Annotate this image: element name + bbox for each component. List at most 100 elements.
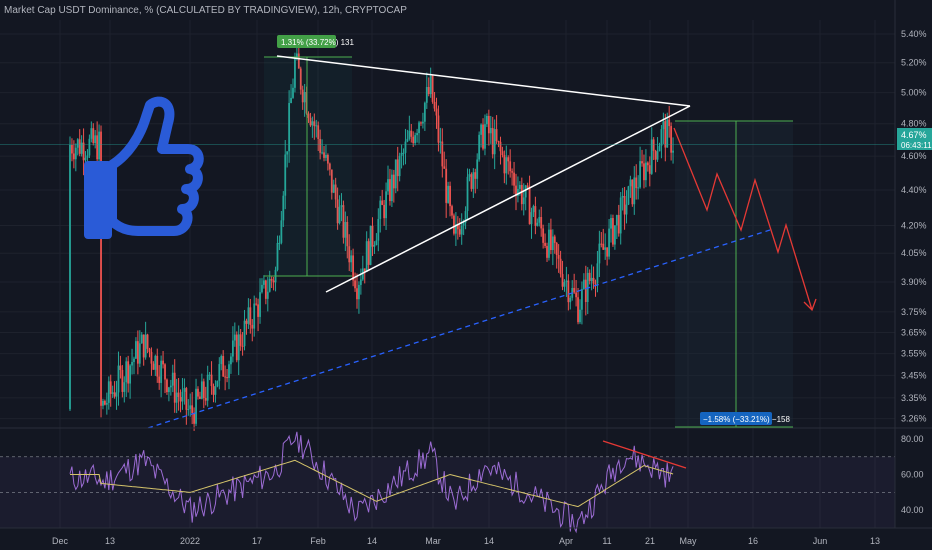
candle-body: [251, 324, 254, 329]
candle-body: [509, 161, 512, 172]
candle-body: [528, 187, 531, 225]
candle-body: [666, 119, 669, 148]
candle-body: [487, 115, 490, 134]
candle-body: [371, 225, 374, 247]
x-tick-label: Apr: [559, 536, 573, 546]
candle-body: [402, 152, 405, 154]
candle-body: [257, 304, 259, 317]
candle-body: [365, 241, 368, 272]
candle-body: [482, 124, 484, 149]
candle-body: [625, 204, 628, 215]
candle-body: [226, 377, 228, 379]
candle-body: [385, 191, 387, 219]
candle-body: [441, 141, 444, 167]
candle-body: [319, 138, 322, 153]
candle-body: [261, 284, 263, 293]
candle-body: [468, 174, 471, 177]
candle-body: [422, 121, 424, 124]
candle-body: [631, 179, 634, 205]
candle-body: [359, 279, 362, 285]
candle-body: [336, 199, 339, 224]
candle-body: [373, 245, 376, 247]
candle-body: [307, 113, 310, 118]
candle-body: [577, 297, 579, 323]
candle-body: [598, 243, 601, 264]
candle-body: [648, 165, 651, 174]
candle-body: [241, 345, 244, 347]
candle-body: [187, 408, 190, 410]
candle-body: [247, 307, 250, 324]
candle-body: [660, 129, 663, 146]
candle-body: [530, 212, 533, 225]
candle-body: [352, 255, 355, 281]
candle-body: [136, 341, 139, 364]
candle-body: [604, 247, 607, 250]
candle-body: [621, 195, 624, 198]
x-tick-label: 11: [602, 536, 611, 546]
support-dashed-line: [147, 229, 771, 429]
rsi-tick-label: 60.00: [901, 470, 924, 480]
candle-body: [259, 292, 261, 317]
candle-body: [369, 225, 372, 265]
measure-box: [264, 57, 352, 276]
candle-body: [596, 263, 599, 284]
candle-body: [350, 255, 353, 263]
candle-body: [332, 184, 335, 193]
candle-body: [119, 365, 122, 371]
candle-body: [610, 218, 612, 229]
candle-body: [389, 179, 391, 202]
y-tick-label: 4.05%: [901, 248, 927, 258]
candle-body: [321, 152, 323, 154]
current-price-tag: 4.67% 06:43:11: [897, 128, 932, 150]
candle-body: [195, 388, 197, 424]
x-tick-label: 13: [870, 536, 880, 546]
candle-body: [323, 152, 325, 158]
candle-body: [233, 334, 236, 341]
candle-body: [288, 103, 291, 152]
candle-body: [518, 185, 521, 189]
candle-body: [484, 124, 486, 149]
candle-body: [513, 172, 515, 186]
candle-body: [561, 274, 564, 287]
candle-body: [239, 334, 242, 346]
candle-body: [555, 242, 558, 256]
candle-body: [113, 392, 116, 397]
candle-body: [138, 343, 141, 364]
y-tick-label: 5.20%: [901, 58, 927, 68]
candle-body: [363, 268, 366, 272]
candle-body: [358, 284, 360, 300]
candle-body: [156, 355, 159, 377]
candle-body: [295, 53, 298, 59]
candle-body: [658, 145, 661, 152]
candle-body: [542, 228, 545, 243]
candle-body: [142, 334, 145, 358]
candle-body: [495, 129, 498, 142]
projection-arrow-head: [803, 298, 817, 312]
candle-body: [80, 142, 83, 154]
candle-body: [608, 228, 610, 257]
candle-body: [148, 348, 151, 352]
candle-body: [115, 392, 118, 397]
candle-body: [623, 195, 626, 215]
candle-body: [301, 89, 304, 103]
candle-body: [235, 334, 238, 361]
annotations: [0, 55, 895, 429]
candle-body: [565, 280, 568, 283]
candle-body: [344, 221, 347, 238]
candle-body: [453, 215, 455, 234]
candle-body: [317, 125, 320, 139]
candle-body: [356, 288, 358, 300]
candle-body: [553, 236, 556, 243]
candle-body: [445, 168, 448, 203]
rsi-pane: [0, 431, 895, 534]
candle-body: [334, 184, 337, 200]
candle-body: [327, 154, 329, 164]
x-tick-label: Feb: [310, 536, 326, 546]
candle-body: [88, 138, 91, 156]
candle-body: [197, 388, 199, 397]
candle-body: [567, 280, 570, 303]
candle-body: [338, 206, 341, 224]
candle-body: [654, 150, 657, 160]
candle-body: [175, 392, 178, 403]
